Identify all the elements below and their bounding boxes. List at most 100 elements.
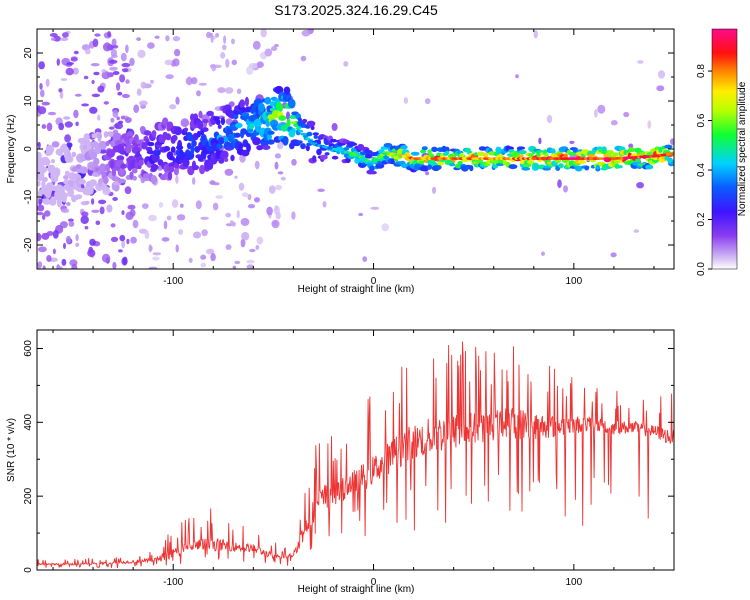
heatmap-cell [224,168,234,176]
heatmap-cell [362,256,368,262]
heatmap-cell [58,122,65,131]
heatmap-cell [457,161,463,165]
heatmap-cell [670,138,674,145]
heatmap-cell [320,154,328,160]
heatmap-cell [120,163,127,169]
heatmap-cell [298,129,304,133]
heatmap-cell [432,186,436,194]
heatmap-cell [147,141,155,147]
heatmap-cell [170,146,176,153]
heatmap-cell [278,103,283,112]
heatmap-cell [224,87,234,94]
heatmap-cell [594,109,598,118]
heatmap-cell [223,157,229,162]
heatmap-cell [143,130,152,136]
heatmap-cell [75,242,80,247]
heatmap-cell [42,265,46,269]
heatmap-cell [246,259,255,264]
heatmap-cell [37,212,44,216]
heatmap-cell [163,145,171,152]
heatmap-cell [71,151,77,157]
heatmap-cell [141,203,149,210]
heatmap-cell [220,117,226,125]
heatmap-cell [175,96,180,105]
heatmap-cell [291,127,296,134]
heatmap-cell [70,57,78,62]
heatmap-cell [612,152,619,157]
heatmap-cell [116,116,120,121]
heatmap-cell [403,97,408,104]
heatmap-cell [254,197,260,203]
heatmap-cell [324,152,330,156]
heatmap-cell [300,55,307,62]
heatmap-cell [79,166,88,174]
heatmap-cell [63,242,66,250]
heatmap-cell [597,104,606,114]
heatmap-cell [111,167,116,177]
heatmap-cell [108,126,115,130]
heatmap-cell [277,171,284,175]
heatmap-cell [42,158,51,166]
heatmap-cell [45,78,50,87]
heatmap-cell [68,218,74,222]
heatmap-cell [129,171,134,180]
heatmap-cell [75,93,82,97]
heatmap-cell [101,71,111,80]
heatmap-cell [256,61,264,68]
heatmap-cell [180,153,186,160]
heatmap-cell [97,114,101,121]
heatmap-cell [103,101,110,105]
heatmap-cell [249,248,256,253]
heatmap-cell [106,149,116,158]
heatmap-cell [169,104,177,110]
heatmap-cell [305,144,310,152]
heatmap-cell [210,33,214,43]
heatmap-cell [137,49,146,59]
heatmap-cell [256,236,264,245]
heatmap-cell [271,110,280,118]
heatmap-cell [635,158,641,163]
heatmap-cell [60,78,68,81]
heatmap-cell [93,157,100,166]
heatmap-cell [264,96,272,105]
heatmap-cell [179,203,184,208]
heatmap-cell [102,42,112,52]
heatmap-cell [89,179,97,187]
heatmap-cell [262,145,271,150]
heatmap-cell [595,164,601,170]
heatmap-cell [383,143,393,148]
heatmap-cell [119,167,125,176]
heatmap-cell [364,153,373,159]
heatmap-cell [302,118,308,123]
heatmap-cell [38,200,42,206]
heatmap-cell [664,144,673,149]
heatmap-cell [95,220,101,226]
heatmap-cell [518,150,527,155]
heatmap-cell [37,261,43,269]
heatmap-cell [50,159,56,164]
heatmap-cell [563,185,568,193]
heatmap-cell [312,155,317,162]
heatmap-cell [182,158,190,168]
heatmap-cell [39,83,43,90]
heatmap-cell [133,104,140,113]
colorbar-tick-label: 0.8 [696,64,707,78]
heatmap-cell [112,109,119,118]
heatmap-cell [377,155,383,159]
y-tick-label: 0 [23,146,34,152]
heatmap-cell [212,202,219,211]
colorbar-label: Normalized spectral amplitude [737,81,748,216]
heatmap-cell [91,80,95,84]
heatmap-cell [98,163,107,173]
heatmap-cell [167,171,173,181]
heatmap-cell [103,176,109,184]
heatmap-cell [526,160,535,165]
heatmap-cell [285,111,291,121]
heatmap-cell [306,120,316,127]
heatmap-cell [97,85,105,93]
heatmap-cell [223,135,229,143]
heatmap-cell [84,226,89,230]
y-tick-label: 400 [23,414,34,431]
heatmap-cell [206,31,212,39]
